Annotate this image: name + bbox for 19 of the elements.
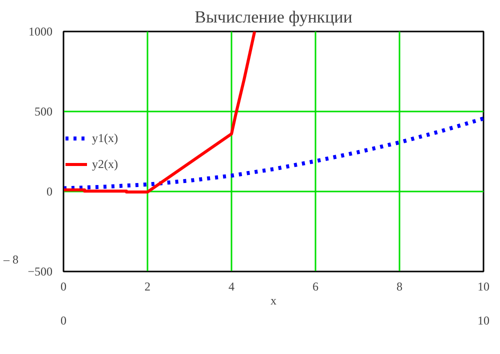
legend-label: y1(x) bbox=[92, 130, 118, 146]
x-axis-title: x bbox=[270, 294, 276, 308]
x-tick-label: 4 bbox=[228, 280, 234, 294]
x-tick-label: 6 bbox=[312, 280, 318, 294]
line-series bbox=[64, 116, 484, 190]
text: – 8 bbox=[2, 252, 18, 266]
x-tick-label: 10 bbox=[478, 280, 490, 294]
chart-title: Вычисление функции bbox=[194, 8, 352, 26]
text: 0 bbox=[60, 314, 66, 328]
text: 10 bbox=[478, 314, 490, 328]
legend-label: y2(x) bbox=[92, 156, 118, 172]
x-tick-label: 8 bbox=[396, 280, 402, 294]
x-tick-label: 0 bbox=[60, 280, 66, 294]
x-tick-label: 2 bbox=[144, 280, 150, 294]
y-tick-label: 1000 bbox=[28, 24, 52, 38]
y-tick-label: 0 bbox=[46, 184, 52, 198]
y-tick-label: −500 bbox=[28, 264, 53, 278]
y-tick-label: 500 bbox=[34, 104, 52, 118]
line-series bbox=[64, 32, 256, 194]
